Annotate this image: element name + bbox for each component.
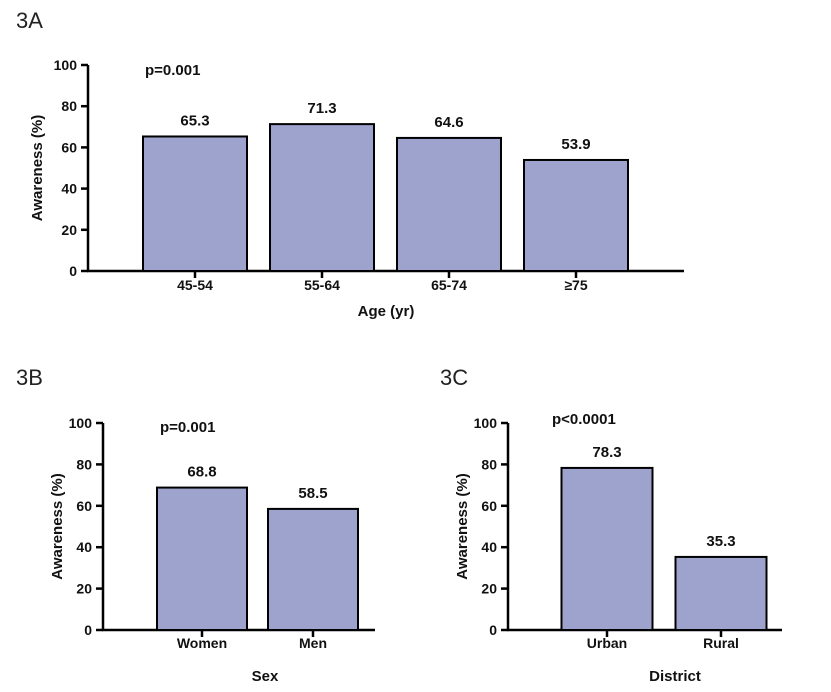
y-tick-label: 0 xyxy=(69,263,77,279)
value-label: 64.6 xyxy=(434,114,463,131)
chart-panel-3c: 3C 0 20 40 60 80 100 78.3 Urban 35.3 Rural p<0.0001… xyxy=(440,365,782,685)
y-tick-label: 40 xyxy=(481,539,497,555)
y-axis-label: Awareness (%) xyxy=(29,115,46,221)
bar xyxy=(396,136,502,272)
y-tick-label: 100 xyxy=(54,57,78,73)
p-value-annotation: p<0.0001 xyxy=(552,411,616,428)
value-label: 65.3 xyxy=(180,112,209,129)
x-axis-label: District xyxy=(649,668,701,685)
y-tick-label: 60 xyxy=(61,139,77,155)
x-tick-label: 45-54 xyxy=(177,277,213,293)
chart-panel-3a: 3A 0 20 40 60 80 100 65.3 45-54 71.3 55-64 64.6 65-7… xyxy=(16,8,684,320)
y-tick-label: 60 xyxy=(76,498,92,514)
value-label: 35.3 xyxy=(706,533,735,550)
y-tick-label: 100 xyxy=(69,415,93,431)
bar xyxy=(267,507,359,631)
y-tick-label: 40 xyxy=(76,539,92,555)
x-tick-label: ≥75 xyxy=(564,277,587,293)
x-axis-label: Age (yr) xyxy=(358,303,415,320)
y-tick-label: 60 xyxy=(481,498,497,514)
y-tick-label: 0 xyxy=(84,622,92,638)
y-tick-label: 20 xyxy=(76,581,92,597)
bar xyxy=(142,135,248,272)
x-axis-label: Sex xyxy=(252,668,279,685)
x-tick-label: Urban xyxy=(587,635,627,651)
value-label: 78.3 xyxy=(592,444,621,461)
y-tick-label: 40 xyxy=(61,181,77,197)
y-tick-label: 80 xyxy=(76,456,92,472)
x-tick-label: Men xyxy=(299,635,327,651)
panel-label: 3C xyxy=(440,365,468,390)
y-tick-label: 100 xyxy=(474,415,498,431)
bar xyxy=(156,486,248,632)
value-label: 71.3 xyxy=(307,100,336,117)
p-value-annotation: p=0.001 xyxy=(145,62,200,79)
y-tick-label: 20 xyxy=(61,222,77,238)
bar xyxy=(674,555,768,632)
y-tick-label: 20 xyxy=(481,581,497,597)
value-label: 58.5 xyxy=(298,485,327,502)
x-tick-label: Rural xyxy=(703,635,739,651)
x-tick-label: 55-64 xyxy=(304,277,340,293)
y-tick-label: 0 xyxy=(489,622,497,638)
panel-label: 3A xyxy=(16,8,43,33)
y-tick-label: 80 xyxy=(61,98,77,114)
x-tick-label: 65-74 xyxy=(431,277,467,293)
y-tick-label: 80 xyxy=(481,456,497,472)
x-tick-label: Women xyxy=(177,635,227,651)
value-label: 68.8 xyxy=(187,464,216,481)
y-axis-label: Awareness (%) xyxy=(49,473,66,579)
p-value-annotation: p=0.001 xyxy=(160,419,215,436)
value-label: 53.9 xyxy=(561,136,590,153)
y-axis-label: Awareness (%) xyxy=(454,473,471,579)
panel-label: 3B xyxy=(16,365,43,390)
chart-panel-3b: 3B 0 20 40 60 80 100 68.8 Women 58.5 Men p=0.001 Sex… xyxy=(16,365,375,685)
bar xyxy=(269,123,375,273)
bar xyxy=(523,158,629,272)
bar xyxy=(560,466,654,631)
